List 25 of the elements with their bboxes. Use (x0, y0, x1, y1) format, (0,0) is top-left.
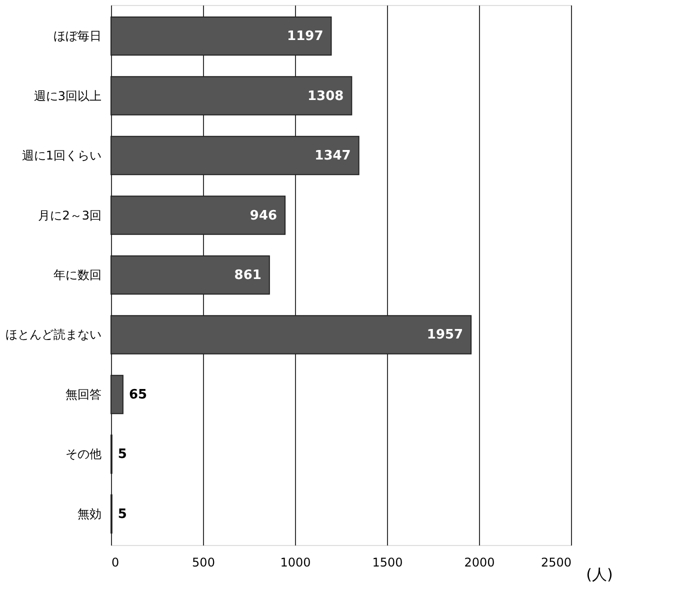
y-tick-label: 週に1回くらい (22, 148, 102, 163)
data-label: 1347 (314, 148, 351, 164)
y-tick-label: 年に数回 (54, 268, 102, 282)
y-tick-label: 無効 (78, 506, 102, 521)
x-tick-label: 1500 (372, 556, 403, 570)
y-tick-label: ほとんど読まない (6, 328, 102, 342)
data-label: 1308 (307, 88, 344, 104)
data-label: 1197 (287, 29, 324, 44)
x-tick-label: 1000 (280, 556, 311, 570)
y-tick-label: ほぼ毎日 (54, 29, 102, 44)
x-tick-label: 2000 (464, 556, 495, 570)
x-tick-label: 500 (192, 556, 215, 570)
data-label: 1957 (426, 328, 464, 343)
x-tick-label: 2500 (540, 556, 572, 570)
y-tick-label: 週に3回以上 (34, 88, 102, 103)
x-tick-label: 0 (112, 556, 120, 570)
y-tick-label: その他 (66, 447, 102, 462)
x-axis-title: (人) (586, 566, 613, 584)
data-label: 5 (118, 506, 127, 522)
data-label: 65 (128, 387, 148, 402)
data-label: 946 (250, 208, 278, 224)
data-label: 5 (118, 447, 127, 462)
y-tick-label: 月に2～3回 (38, 208, 102, 222)
y-tick-label: 無回答 (66, 387, 102, 402)
data-label: 861 (234, 268, 262, 283)
